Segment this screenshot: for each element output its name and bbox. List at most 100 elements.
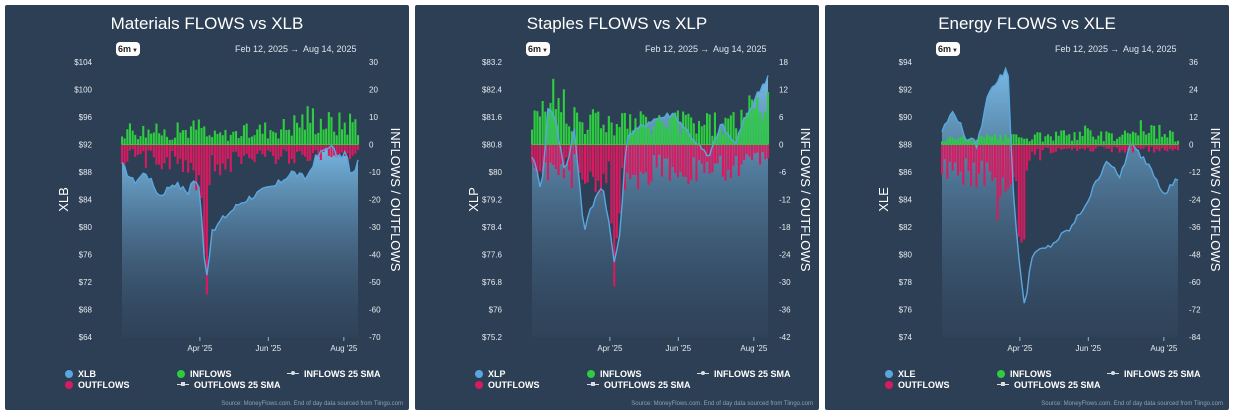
outflow-bar — [1163, 144, 1166, 151]
inflow-bar — [687, 113, 690, 145]
outflow-bar — [1110, 144, 1113, 153]
inflow-bar — [126, 129, 129, 145]
inflow-bar — [967, 138, 970, 145]
outflow-bar — [615, 144, 618, 239]
inflow-bar — [306, 106, 309, 145]
outflow-bar — [1055, 144, 1058, 152]
outflow-bar — [647, 144, 650, 185]
inflow-bar — [1174, 141, 1177, 145]
inflow-bar — [599, 128, 602, 145]
y-tick-label: $75.2 — [482, 333, 503, 342]
legend-outflows[interactable]: OUTFLOWS — [885, 380, 950, 391]
inflow-bar — [216, 134, 219, 145]
range-select-button[interactable]: 6m▼ — [936, 42, 960, 56]
inflow-bar — [290, 135, 293, 145]
outflow-bar — [735, 144, 738, 157]
range-select-button[interactable]: 6m▼ — [526, 42, 550, 56]
range-label: 6m — [528, 44, 542, 54]
outflow-bar — [594, 144, 597, 193]
legend-outflows[interactable]: OUTFLOWS — [475, 380, 540, 391]
inflow-bar — [615, 124, 618, 145]
legend-outflows[interactable]: OUTFLOWS — [65, 380, 130, 391]
inflow-bar — [591, 109, 594, 145]
inflow-bar — [208, 135, 211, 145]
inflow-bar — [136, 139, 139, 145]
inflow-bar — [713, 112, 716, 145]
outflow-bar — [139, 144, 142, 154]
inflow-bar — [123, 138, 126, 145]
legend-inflows[interactable]: INFLOWS — [587, 369, 642, 380]
legend-inflows[interactable]: INFLOWS — [177, 369, 232, 380]
inflow-bar — [1062, 130, 1065, 145]
outflow-bar — [964, 144, 967, 159]
inflow-bar — [266, 138, 269, 145]
source-note: Source: MoneyFlows.com. End of day data … — [631, 401, 813, 407]
date-start[interactable]: Feb 12, 2025 — [645, 44, 699, 54]
outflow-bar — [250, 144, 253, 160]
legend-label: OUTFLOWS 25 SMA — [604, 380, 691, 390]
legend-inflows-sma[interactable]: INFLOWS 25 SMA — [697, 369, 791, 380]
date-end[interactable]: Aug 14, 2025 — [713, 44, 767, 54]
outflow-bar — [128, 144, 131, 151]
inflow-bar — [1100, 131, 1103, 145]
x-tick-label: Jun '25 — [1076, 344, 1102, 353]
outflow-bar — [618, 144, 621, 214]
inflow-bar — [1004, 133, 1007, 145]
inflow-bar — [309, 122, 312, 145]
date-arrow-icon: → — [1110, 44, 1119, 54]
inflow-bar — [155, 123, 158, 145]
inflow-bar — [1142, 131, 1145, 145]
outflow-bar — [213, 144, 216, 172]
y2-tick-label: -42 — [779, 333, 791, 342]
inflow-bar — [327, 112, 330, 145]
inflow-bar — [983, 137, 986, 145]
chart-svg-materials: $64 $68 $72 $76 $80 $84 $88 $92 $96 $100 $104 -70 -6… — [56, 58, 403, 353]
outflow-bar — [589, 144, 592, 172]
inflow-bar — [1055, 131, 1058, 145]
inflow-bar — [536, 111, 539, 145]
source-note: Source: MoneyFlows.com. End of day data … — [221, 401, 403, 407]
date-start[interactable]: Feb 12, 2025 — [1055, 44, 1109, 54]
outflow-bar — [216, 144, 219, 165]
outflow-bar — [1047, 144, 1050, 149]
outflow-bar — [708, 144, 711, 174]
y-tick-label: $82.4 — [482, 86, 503, 95]
inflow-bar — [1139, 120, 1142, 145]
inflow-bar — [272, 131, 275, 145]
legend-outflows-sma[interactable]: OUTFLOWS 25 SMA — [587, 380, 691, 391]
date-start[interactable]: Feb 12, 2025 — [235, 44, 289, 54]
inflow-bar — [280, 129, 283, 145]
legend-outflows-sma[interactable]: OUTFLOWS 25 SMA — [997, 380, 1101, 391]
outflow-bar — [767, 144, 770, 158]
legend-inflows-sma[interactable]: INFLOWS 25 SMA — [287, 369, 381, 380]
price-line — [531, 75, 769, 263]
outflow-bar — [996, 144, 999, 220]
legend-price[interactable]: XLP — [475, 369, 506, 380]
inflow-bar — [174, 137, 177, 145]
outflow-bar — [1166, 144, 1169, 152]
y2-axis-title: INFLOWS / OUTFLOWS — [1208, 128, 1223, 272]
outflow-bar — [335, 144, 338, 158]
legend-price[interactable]: XLB — [65, 369, 96, 380]
outflow-bar — [975, 144, 978, 188]
outflow-bar — [751, 144, 754, 160]
inflow-bar — [335, 135, 338, 145]
inflow-bar — [192, 120, 195, 145]
inflow-bar — [1163, 134, 1166, 145]
legend-label: OUTFLOWS — [488, 380, 540, 390]
legend-outflows-sma[interactable]: OUTFLOWS 25 SMA — [177, 380, 281, 391]
date-end[interactable]: Aug 14, 2025 — [303, 44, 357, 54]
inflow-bar — [716, 133, 719, 145]
inflow-bar — [679, 133, 682, 145]
inflow-bar — [671, 115, 674, 145]
legend-inflows[interactable]: INFLOWS — [997, 369, 1052, 380]
inflow-bar — [554, 109, 557, 145]
range-select-button[interactable]: 6m▼ — [116, 42, 140, 56]
inflow-bar — [629, 114, 632, 145]
legend-price[interactable]: XLE — [885, 369, 916, 380]
date-end[interactable]: Aug 14, 2025 — [1123, 44, 1177, 54]
legend-inflows-sma[interactable]: INFLOWS 25 SMA — [1107, 369, 1201, 380]
legend-line-icon — [177, 382, 189, 386]
y2-tick-label: 30 — [369, 58, 378, 67]
inflow-bar — [242, 125, 245, 145]
